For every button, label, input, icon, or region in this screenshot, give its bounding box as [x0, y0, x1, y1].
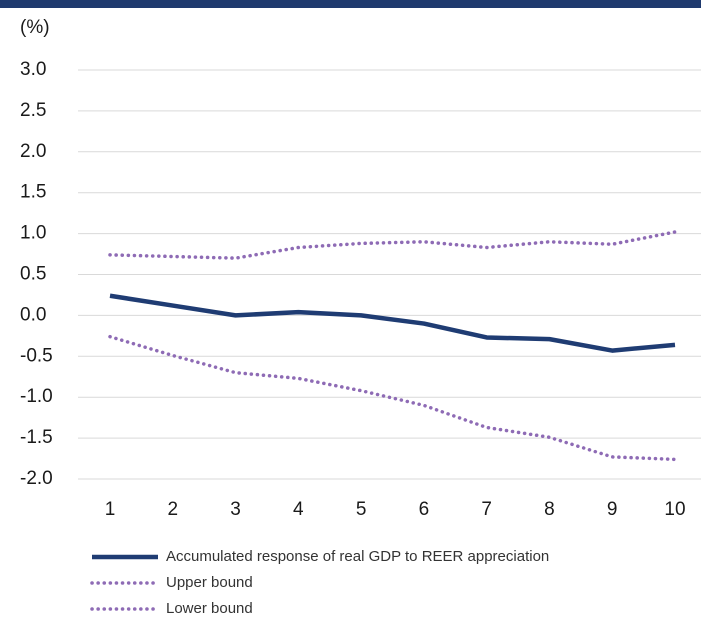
y-tick-label: -1.5: [20, 427, 53, 448]
x-tick-label: 8: [544, 499, 555, 520]
x-tick-label: 4: [293, 499, 304, 520]
y-axis-label: (%): [20, 17, 50, 38]
x-tick-label: 7: [481, 499, 492, 520]
y-tick-label: 3.0: [20, 59, 46, 80]
y-tick-label: 1.0: [20, 223, 46, 244]
y-tick-label: -1.0: [20, 386, 53, 407]
y-tick-label: 0.0: [20, 304, 46, 325]
top-band: [0, 0, 701, 8]
legend-label: Lower bound: [166, 600, 253, 617]
y-tick-label: 0.5: [20, 264, 46, 285]
x-tick-label: 5: [356, 499, 367, 520]
legend-label: Accumulated response of real GDP to REER…: [166, 548, 549, 565]
y-tick-label: 2.5: [20, 100, 46, 121]
series-line: [109, 293, 676, 353]
x-tick-label: 3: [230, 499, 241, 520]
y-tick-label: 2.0: [20, 141, 46, 162]
series-line: [108, 230, 677, 260]
x-tick-label: 10: [664, 499, 685, 520]
x-tick-label: 1: [105, 499, 116, 520]
y-tick-label: -2.0: [20, 468, 53, 489]
x-tick-label: 6: [419, 499, 430, 520]
y-tick-label: -0.5: [20, 345, 53, 366]
y-tick-label: 1.5: [20, 182, 46, 203]
x-tick-label: 9: [607, 499, 618, 520]
series-line: [108, 334, 677, 462]
legend-label: Upper bound: [166, 574, 253, 591]
x-tick-label: 2: [167, 499, 178, 520]
